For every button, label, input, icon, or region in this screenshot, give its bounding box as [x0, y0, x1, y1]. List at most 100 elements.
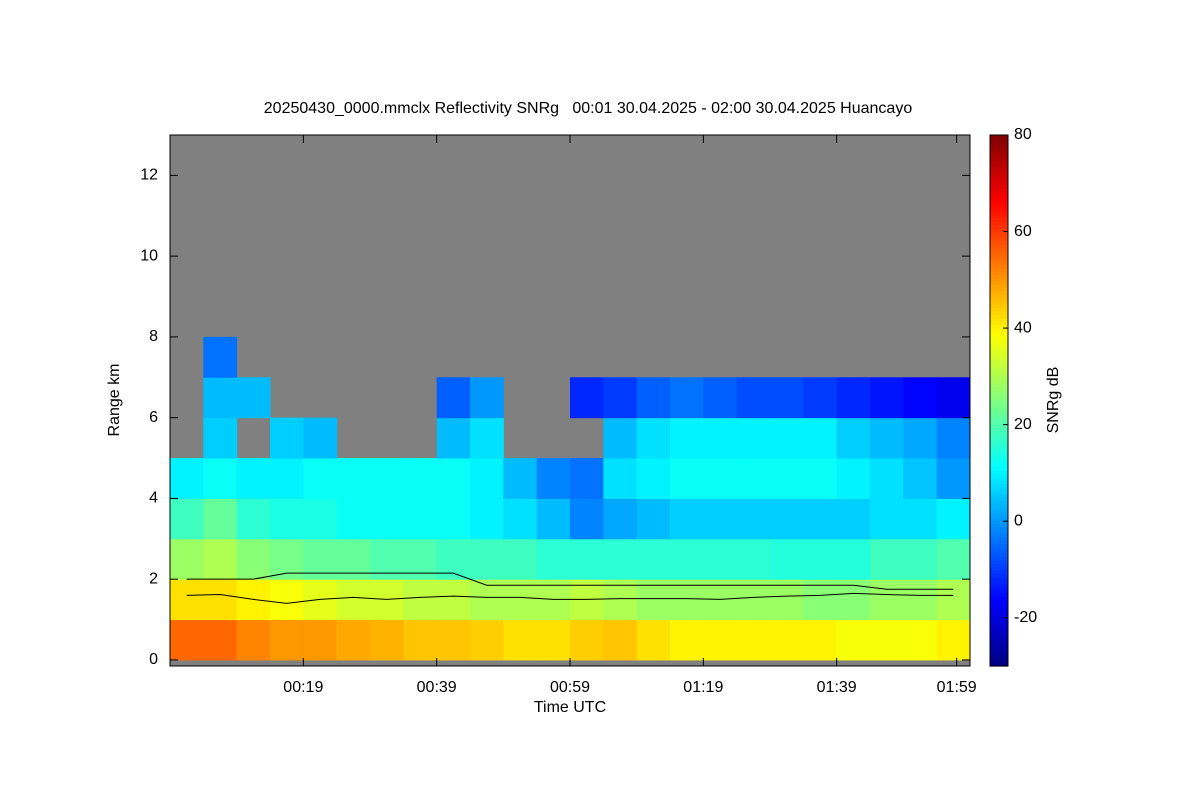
- colorbar-stripe: [990, 383, 1008, 388]
- heatmap-cell: [603, 538, 638, 580]
- y-tick-label: 8: [149, 328, 158, 345]
- heatmap-cell: [603, 579, 638, 621]
- colorbar-stripe: [990, 370, 1008, 375]
- colorbar-stripe: [990, 602, 1008, 607]
- heatmap-cell: [336, 619, 371, 661]
- heatmap-cell: [870, 417, 904, 459]
- colorbar-stripe: [990, 609, 1008, 614]
- heatmap-cell: [436, 579, 471, 621]
- colorbar-stripe: [990, 490, 1008, 495]
- colorbar-stripe: [990, 579, 1008, 584]
- heatmap-cell: [736, 619, 771, 661]
- colorbar-stripe: [990, 221, 1008, 226]
- heatmap-cell: [336, 458, 371, 499]
- colorbar-stripe: [990, 616, 1008, 621]
- heatmap-cell: [203, 336, 238, 378]
- heatmap-cell: [636, 417, 671, 459]
- colorbar-stripe: [990, 188, 1008, 193]
- heatmap-cell: [603, 619, 638, 661]
- colorbar-stripe: [990, 566, 1008, 571]
- heatmap-cell: [603, 458, 638, 499]
- colorbar-stripe: [990, 450, 1008, 455]
- plot-area: [170, 135, 971, 666]
- heatmap-cell: [703, 619, 738, 661]
- heatmap-cell: [903, 417, 938, 459]
- heatmap-cell: [803, 498, 838, 540]
- colorbar-stripe: [990, 284, 1008, 289]
- colorbar-frame: [989, 134, 1009, 667]
- heatmap-cell: [670, 579, 704, 621]
- heatmap-cell: [403, 579, 438, 621]
- heatmap-cell: [770, 619, 804, 661]
- heatmap-cell: [236, 538, 271, 580]
- heatmap-cell: [270, 619, 304, 661]
- heatmap-cell: [636, 619, 671, 661]
- heatmap-cell: [803, 417, 838, 459]
- heatmap-cell: [203, 579, 238, 621]
- colorbar-stripe: [990, 154, 1008, 159]
- colorbar-stripe: [990, 201, 1008, 206]
- colorbar-stripe: [990, 646, 1008, 651]
- colorbar-stripe: [990, 483, 1008, 488]
- colorbar-stripe: [990, 476, 1008, 481]
- heatmap-cell: [636, 498, 671, 540]
- colorbar-stripe: [990, 453, 1008, 458]
- colorbar-stripe: [990, 443, 1008, 448]
- colorbar-stripe: [990, 208, 1008, 212]
- colorbar-stripe: [990, 214, 1008, 219]
- heatmap-cell: [336, 498, 371, 540]
- colorbar-stripe: [990, 174, 1008, 179]
- heatmap-cell: [436, 619, 471, 661]
- colorbar-stripe: [990, 460, 1008, 465]
- colorbar-stripe: [990, 592, 1008, 597]
- colorbar-stripe: [990, 430, 1008, 435]
- colorbar-stripe: [990, 290, 1008, 295]
- heatmap-cell: [903, 377, 938, 419]
- heatmap-cell: [470, 417, 504, 459]
- colorbar-stripe: [990, 234, 1008, 239]
- colorbar-stripe: [990, 324, 1008, 329]
- colorbar-stripe: [990, 569, 1008, 574]
- colorbar-stripe: [990, 380, 1008, 385]
- colorbar-stripe: [990, 407, 1008, 412]
- colorbar-stripe: [990, 437, 1008, 441]
- heatmap-cell: [270, 458, 304, 499]
- heatmap-cell: [703, 377, 738, 419]
- colorbar-stripe: [990, 599, 1008, 604]
- heatmap-cell: [270, 498, 304, 540]
- heatmap-cell: [303, 417, 338, 459]
- colorbar-stripe: [990, 413, 1008, 418]
- heatmap-cell: [636, 579, 671, 621]
- colorbar-stripe: [990, 287, 1008, 292]
- heatmap-cell: [336, 579, 371, 621]
- x-tick-label: 00:19: [283, 679, 323, 696]
- colorbar-stripe: [990, 573, 1008, 577]
- heatmap-cell: [836, 458, 871, 499]
- heatmap-cell: [936, 377, 971, 419]
- colorbar-stripe: [990, 652, 1008, 657]
- heatmap-cell: [903, 538, 938, 580]
- colorbar-stripe: [990, 363, 1008, 368]
- colorbar-stripe: [990, 135, 1008, 139]
- colorbar-stripe: [990, 440, 1008, 445]
- colorbar-stripe: [990, 619, 1008, 624]
- colorbar-stripe: [990, 456, 1008, 461]
- colorbar-stripe: [990, 373, 1008, 378]
- heatmap-cell: [370, 458, 404, 499]
- heatmap-cell: [570, 538, 604, 580]
- colorbar-stripe: [990, 141, 1008, 146]
- colorbar-stripe: [990, 433, 1008, 438]
- heatmap-cell: [236, 377, 271, 419]
- colorbar-stripe: [990, 198, 1008, 202]
- heatmap-cell: [470, 458, 504, 499]
- heatmap-cell: [703, 417, 738, 459]
- colorbar-stripe: [990, 543, 1008, 548]
- heatmap-cell: [636, 377, 671, 419]
- colorbar-stripe: [990, 523, 1008, 528]
- heatmap-cell: [503, 498, 538, 540]
- colorbar-stripe: [990, 563, 1008, 568]
- y-tick-label: 12: [140, 167, 158, 184]
- heatmap-cell: [436, 458, 471, 499]
- colorbar-stripe: [990, 367, 1008, 372]
- colorbar-tick-label: 80: [1014, 126, 1032, 143]
